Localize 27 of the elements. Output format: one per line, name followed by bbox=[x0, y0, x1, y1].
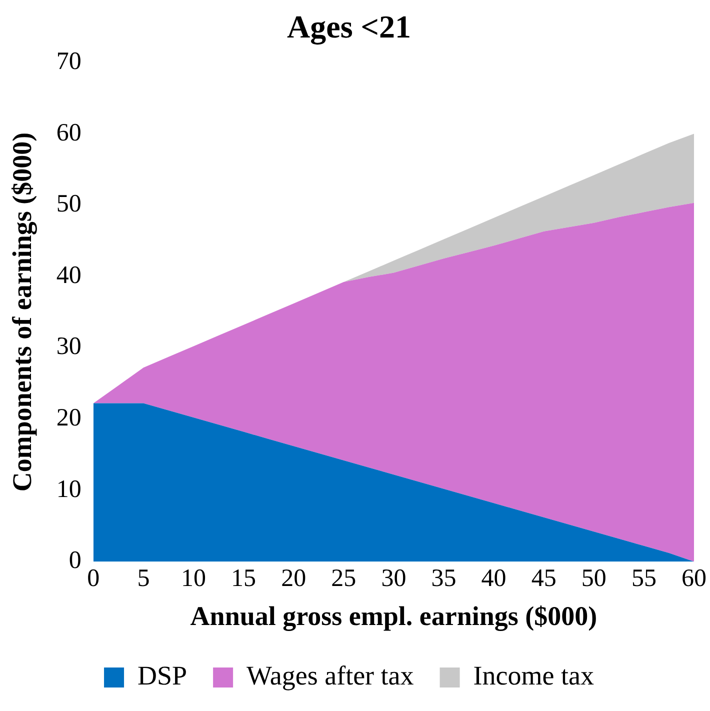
legend-label: DSP bbox=[138, 660, 188, 691]
legend-label: Income tax bbox=[473, 660, 594, 691]
y-tick-label: 70 bbox=[56, 48, 82, 75]
y-tick-label: 60 bbox=[56, 119, 82, 146]
x-tick-label: 40 bbox=[481, 565, 506, 592]
x-tick-label: 35 bbox=[431, 565, 456, 592]
y-tick-label: 30 bbox=[56, 333, 82, 360]
y-tick-label: 50 bbox=[56, 190, 82, 218]
x-tick-label: 5 bbox=[137, 565, 150, 592]
y-axis-title: Components of earnings ($000) bbox=[7, 132, 38, 492]
x-tick-label: 50 bbox=[581, 565, 606, 592]
x-tick-label: 10 bbox=[181, 565, 206, 592]
y-tick-label: 20 bbox=[56, 404, 82, 432]
x-tick-label: 20 bbox=[281, 565, 306, 592]
x-tick-label: 60 bbox=[682, 565, 706, 592]
y-tick-label: 0 bbox=[68, 547, 82, 574]
x-axis-title: Annual gross empl. earnings ($000) bbox=[190, 600, 598, 631]
x-tick-label: 55 bbox=[631, 565, 656, 592]
y-tick-label: 10 bbox=[56, 476, 82, 503]
x-tick-label: 15 bbox=[231, 565, 256, 592]
chart-title: Ages <21 bbox=[287, 8, 411, 46]
x-tick-label: 0 bbox=[87, 565, 100, 592]
x-tick-label: 25 bbox=[331, 565, 356, 592]
x-tick-label: 45 bbox=[531, 565, 556, 592]
y-tick-label: 40 bbox=[56, 262, 82, 289]
legend-label: Wages after tax bbox=[246, 660, 414, 691]
x-tick-label: 30 bbox=[381, 565, 406, 592]
